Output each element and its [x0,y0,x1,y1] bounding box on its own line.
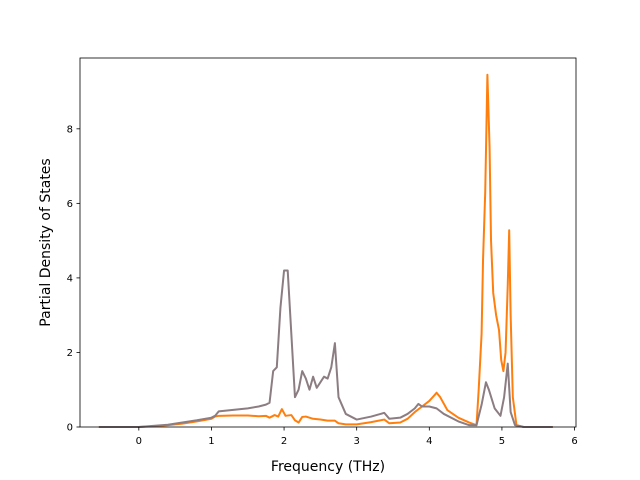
x-tick-label: 2 [281,436,287,447]
plot-frame [79,57,577,428]
y-tick-label: 6 [67,199,73,210]
x-tick-label: 3 [353,436,359,447]
x-tick-label: 0 [136,436,142,447]
x-tick-label: 1 [208,436,214,447]
x-axis-ticks: 0 1 2 3 4 5 6 [136,427,578,447]
y-tick-label: 8 [67,124,73,135]
y-axis-label: Partial Density of States [38,158,54,326]
y-tick-label: 4 [67,273,73,284]
series-lines [98,73,553,428]
series-line-1 [98,73,553,428]
x-tick-label: 5 [499,436,505,447]
y-axis-ticks: 0 2 4 6 8 [67,124,80,434]
x-tick-label: 4 [426,436,432,447]
y-tick-label: 2 [67,348,73,359]
x-axis-label: Frequency (THz) [271,459,385,475]
y-tick-label: 0 [67,423,73,434]
x-tick-label: 6 [571,436,577,447]
series-line-2 [98,269,553,428]
